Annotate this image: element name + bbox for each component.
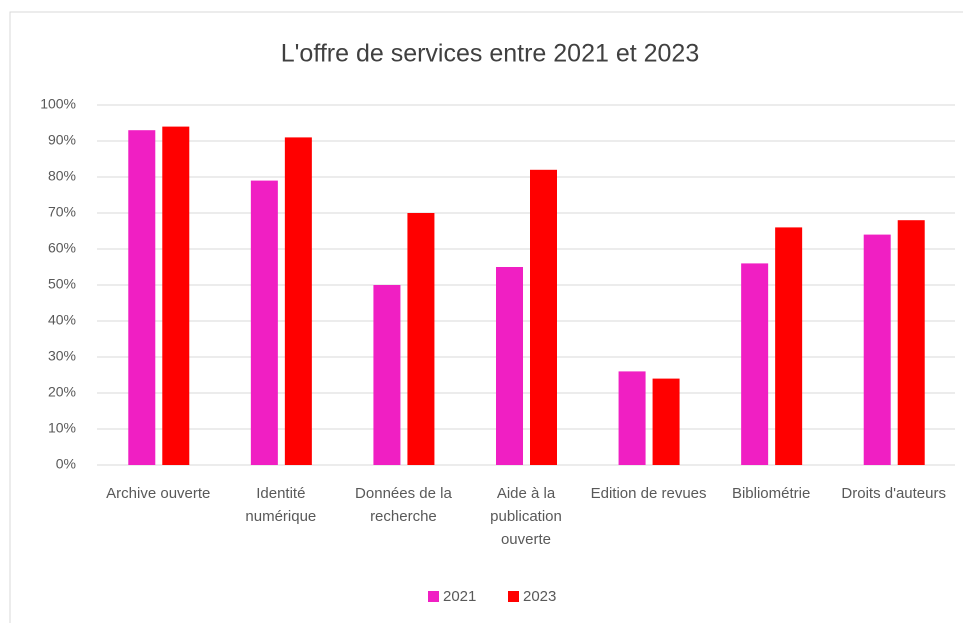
bar (284, 137, 312, 465)
bar (530, 169, 557, 466)
bar (162, 126, 190, 465)
y-tick-label: 100% (40, 96, 76, 112)
legend-label: 2021 (443, 588, 476, 605)
y-tick-label: 0% (56, 456, 76, 472)
y-tick-label: 60% (48, 240, 76, 256)
bar (496, 267, 523, 465)
bar (618, 371, 646, 465)
y-tick-label: 80% (48, 168, 76, 184)
y-tick-label: 40% (48, 312, 76, 328)
y-tick-label: 10% (48, 420, 76, 436)
bar (373, 285, 401, 465)
x-tick-label: Edition de revues (590, 485, 707, 502)
chart-title: L'offre de services entre 2021 et 2023 (281, 40, 699, 68)
x-tick-label: Données de la recherche (355, 485, 452, 525)
bar (897, 220, 925, 465)
bar (775, 227, 803, 465)
legend-label: 2023 (523, 588, 556, 605)
bar (250, 180, 278, 465)
bar (407, 213, 435, 465)
y-tick-label: 70% (48, 204, 76, 220)
bar (741, 263, 769, 465)
chart-border (9, 11, 963, 623)
bar (863, 234, 891, 465)
y-tick-label: 30% (48, 348, 76, 364)
y-tick-label: 90% (48, 132, 76, 148)
bar (128, 130, 156, 465)
x-tick-label: Archive ouverte (106, 485, 211, 502)
x-tick-label: Droits d'auteurs (841, 485, 946, 502)
legend-swatch (508, 591, 519, 602)
bar (652, 378, 680, 465)
y-tick-label: 50% (48, 276, 76, 292)
x-tick-label: Identité numérique (245, 485, 317, 525)
x-tick-label: Bibliométrie (731, 485, 811, 502)
y-tick-label: 20% (48, 384, 76, 400)
x-tick-label: Aide à la publication ouverte (490, 485, 562, 548)
legend-swatch (428, 591, 439, 602)
